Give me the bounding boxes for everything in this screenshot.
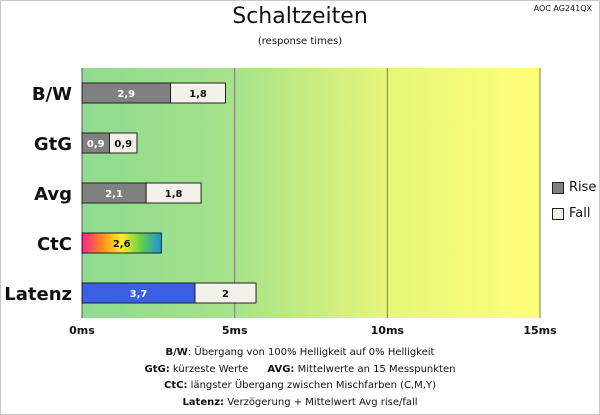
bar-fall (194, 282, 257, 304)
bar-fall-label: 1,8 (189, 89, 207, 100)
legend-rise: Rise (552, 180, 596, 195)
legend-fall-swatch (552, 207, 564, 220)
bar-fall-label: 0,9 (114, 139, 132, 150)
bar-rise-label: 2,1 (105, 189, 123, 200)
x-tick-label: 10ms (371, 324, 405, 337)
category-label: Latenz (4, 284, 72, 305)
bar-rise-label: 0,9 (87, 139, 105, 150)
bar-rise-label: 2,9 (117, 89, 135, 100)
legend-fall: Fall (552, 206, 590, 221)
category-label: CtC (37, 234, 72, 255)
x-tick-label: 15ms (523, 324, 557, 337)
chart-title: Schaltzeiten (232, 4, 368, 29)
bar-fall (108, 132, 138, 154)
category-label: Avg (34, 184, 72, 205)
category-label: GtG (34, 134, 72, 155)
legend-rise-label: Rise (569, 180, 597, 195)
legend-fall-label: Fall (569, 206, 591, 221)
note-latenz: Latenz: Verzögerung + Mittelwert Avg ris… (182, 396, 418, 408)
category-label: B/W (32, 84, 72, 105)
notes: B/W: Übergang von 100% Helligkeit auf 0%… (0, 345, 600, 411)
x-tick-label: 5ms (222, 324, 248, 337)
chart-subtitle: (response times) (257, 36, 343, 47)
bar-fall-label: 1,8 (165, 189, 183, 200)
bar-rise-label: 3,7 (130, 289, 148, 300)
note-ctc: CtC: längster Übergang zwischen Mischfar… (164, 380, 436, 391)
note-gtg-avg: GtG: kürzeste Werte AVG: Mittelwerte an … (144, 363, 456, 375)
note-bw: B/W: Übergang von 100% Helligkeit auf 0%… (165, 347, 435, 358)
bar-fall (170, 82, 227, 104)
bar-fall (145, 182, 202, 204)
x-tick-label: 0ms (69, 324, 95, 337)
bar-rise (81, 232, 162, 254)
bar-fall-label: 2 (222, 289, 229, 300)
legend-rise-swatch (552, 181, 564, 194)
model-label: AOC AG241QX (533, 4, 592, 13)
bar-rise-label: 2,6 (113, 239, 131, 250)
